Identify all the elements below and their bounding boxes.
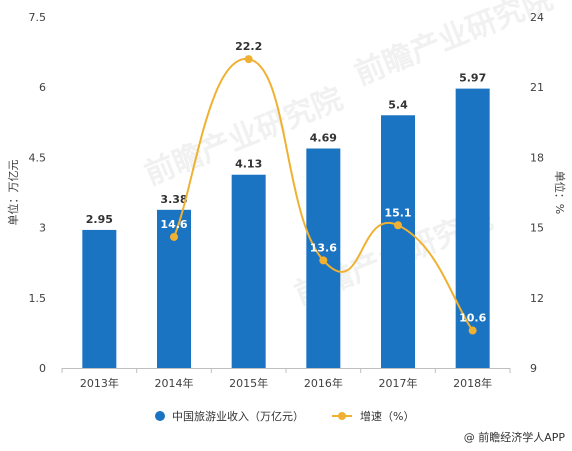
bar-value-labels: 2.95 3.38 4.13 4.69 5.4 5.97 <box>86 72 486 226</box>
revenue-bar <box>231 174 266 368</box>
x-axis-tick-label: 2017年 <box>379 376 418 390</box>
right-axis-tick-label: 12 <box>530 292 544 305</box>
revenue-bar <box>82 229 117 368</box>
growth-rate-point <box>394 221 402 230</box>
growth-rate-label: 13.6 <box>310 241 337 254</box>
growth-rate-labels: 14.6 22.2 13.6 15.1 10.6 <box>160 40 486 324</box>
growth-rate-label: 14.6 <box>160 218 187 231</box>
source-credit: @ 前瞻经济学人APP <box>464 430 566 444</box>
legend-line-label: 增速（%） <box>360 409 414 423</box>
right-axis-tick-label: 15 <box>530 222 544 235</box>
legend-bar-label: 中国旅游业收入（万亿元） <box>172 409 304 423</box>
right-axis-tick-label: 9 <box>530 362 537 375</box>
left-axis-tick-label: 3 <box>39 222 46 235</box>
growth-rate-point <box>244 55 253 64</box>
watermark-layer: 前瞻产业研究院前瞻产业研究院前瞻产业研究院 <box>140 0 558 312</box>
legend-line-marker <box>338 412 346 420</box>
left-axis-tick-label: 1.5 <box>29 292 47 305</box>
legend: 中国旅游业收入（万亿元） 增速（%） <box>155 409 414 423</box>
left-axis-title: 单位：万亿元 <box>6 160 20 226</box>
revenue-bar-label: 3.38 <box>160 193 187 206</box>
revenue-bar <box>455 88 490 368</box>
revenue-bar-label: 4.69 <box>310 132 337 145</box>
left-axis-ticks: 0 1.5 3 4.5 6 7.5 <box>29 11 47 375</box>
growth-rate-point <box>319 256 328 265</box>
revenue-bar-label: 5.97 <box>459 72 486 85</box>
revenue-bar <box>381 115 415 368</box>
x-axis-tick-label: 2015年 <box>229 376 268 390</box>
growth-rate-point <box>468 326 477 335</box>
x-axis-tick-label: 2013年 <box>80 376 119 390</box>
growth-rate-line <box>173 58 474 332</box>
watermark-text: 前瞻产业研究院 <box>350 0 558 92</box>
growth-rate-points <box>170 55 477 335</box>
left-axis-tick-label: 7.5 <box>29 11 47 24</box>
left-axis-tick-label: 6 <box>39 81 46 94</box>
right-axis-ticks: 9 12 15 18 21 24 <box>530 11 544 375</box>
x-axis-tick-label: 2016年 <box>304 376 343 390</box>
revenue-bar-label: 5.4 <box>388 98 408 111</box>
growth-rate-label: 15.1 <box>384 206 411 219</box>
right-axis-tick-label: 18 <box>530 151 544 164</box>
legend-bar-marker <box>155 411 165 421</box>
growth-rate-label: 10.6 <box>459 312 486 325</box>
growth-rate-label: 22.2 <box>235 40 262 53</box>
left-axis-tick-label: 4.5 <box>29 151 47 164</box>
revenue-bar-label: 2.95 <box>86 213 113 226</box>
growth-rate-point <box>170 232 178 241</box>
revenue-bar-label: 4.13 <box>235 158 262 171</box>
right-axis-title: 单位：% <box>553 171 567 214</box>
x-axis-ticks: 2013年 2014年 2015年 2016年 2017年 2018年 <box>61 368 511 390</box>
x-axis-tick-label: 2014年 <box>155 376 194 390</box>
x-axis-tick-label: 2018年 <box>453 376 492 390</box>
right-axis-tick-label: 21 <box>530 81 544 94</box>
left-axis-tick-label: 0 <box>39 362 46 375</box>
right-axis-tick-label: 24 <box>530 11 544 24</box>
